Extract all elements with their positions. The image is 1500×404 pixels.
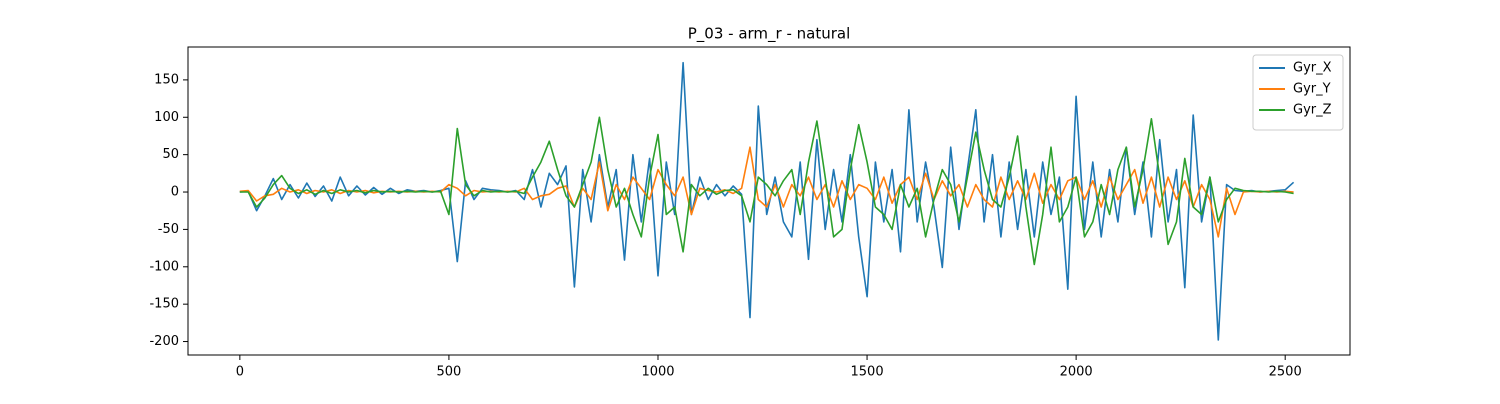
y-tick-label: 150 (154, 72, 179, 87)
y-tick-label: -50 (158, 222, 179, 237)
y-tick-label: -100 (149, 259, 179, 274)
legend-label: Gyr_X (1293, 61, 1332, 76)
y-tick-label: -200 (149, 334, 179, 349)
legend-label: Gyr_Z (1293, 103, 1332, 118)
chart-title: P_03 - arm_r - natural (688, 25, 851, 44)
x-tick-label: 1500 (851, 365, 884, 380)
y-tick-label: 0 (171, 185, 179, 200)
legend-label: Gyr_Y (1293, 82, 1331, 97)
plot-frame (187, 46, 1351, 356)
x-tick-label: 2500 (1269, 365, 1302, 380)
y-tick-label: 50 (162, 147, 179, 162)
x-tick-label: 1000 (641, 365, 674, 380)
legend-box (1252, 54, 1344, 131)
line-series (239, 116, 1294, 266)
y-tick-label: 100 (154, 110, 179, 125)
x-tick-label: 500 (437, 365, 462, 380)
legend: Gyr_X Gyr_Y Gyr_Z (1252, 54, 1344, 131)
x-tick-label: 0 (236, 365, 244, 380)
y-tick-label: -150 (149, 297, 179, 312)
x-tick-label: 2000 (1060, 365, 1093, 380)
